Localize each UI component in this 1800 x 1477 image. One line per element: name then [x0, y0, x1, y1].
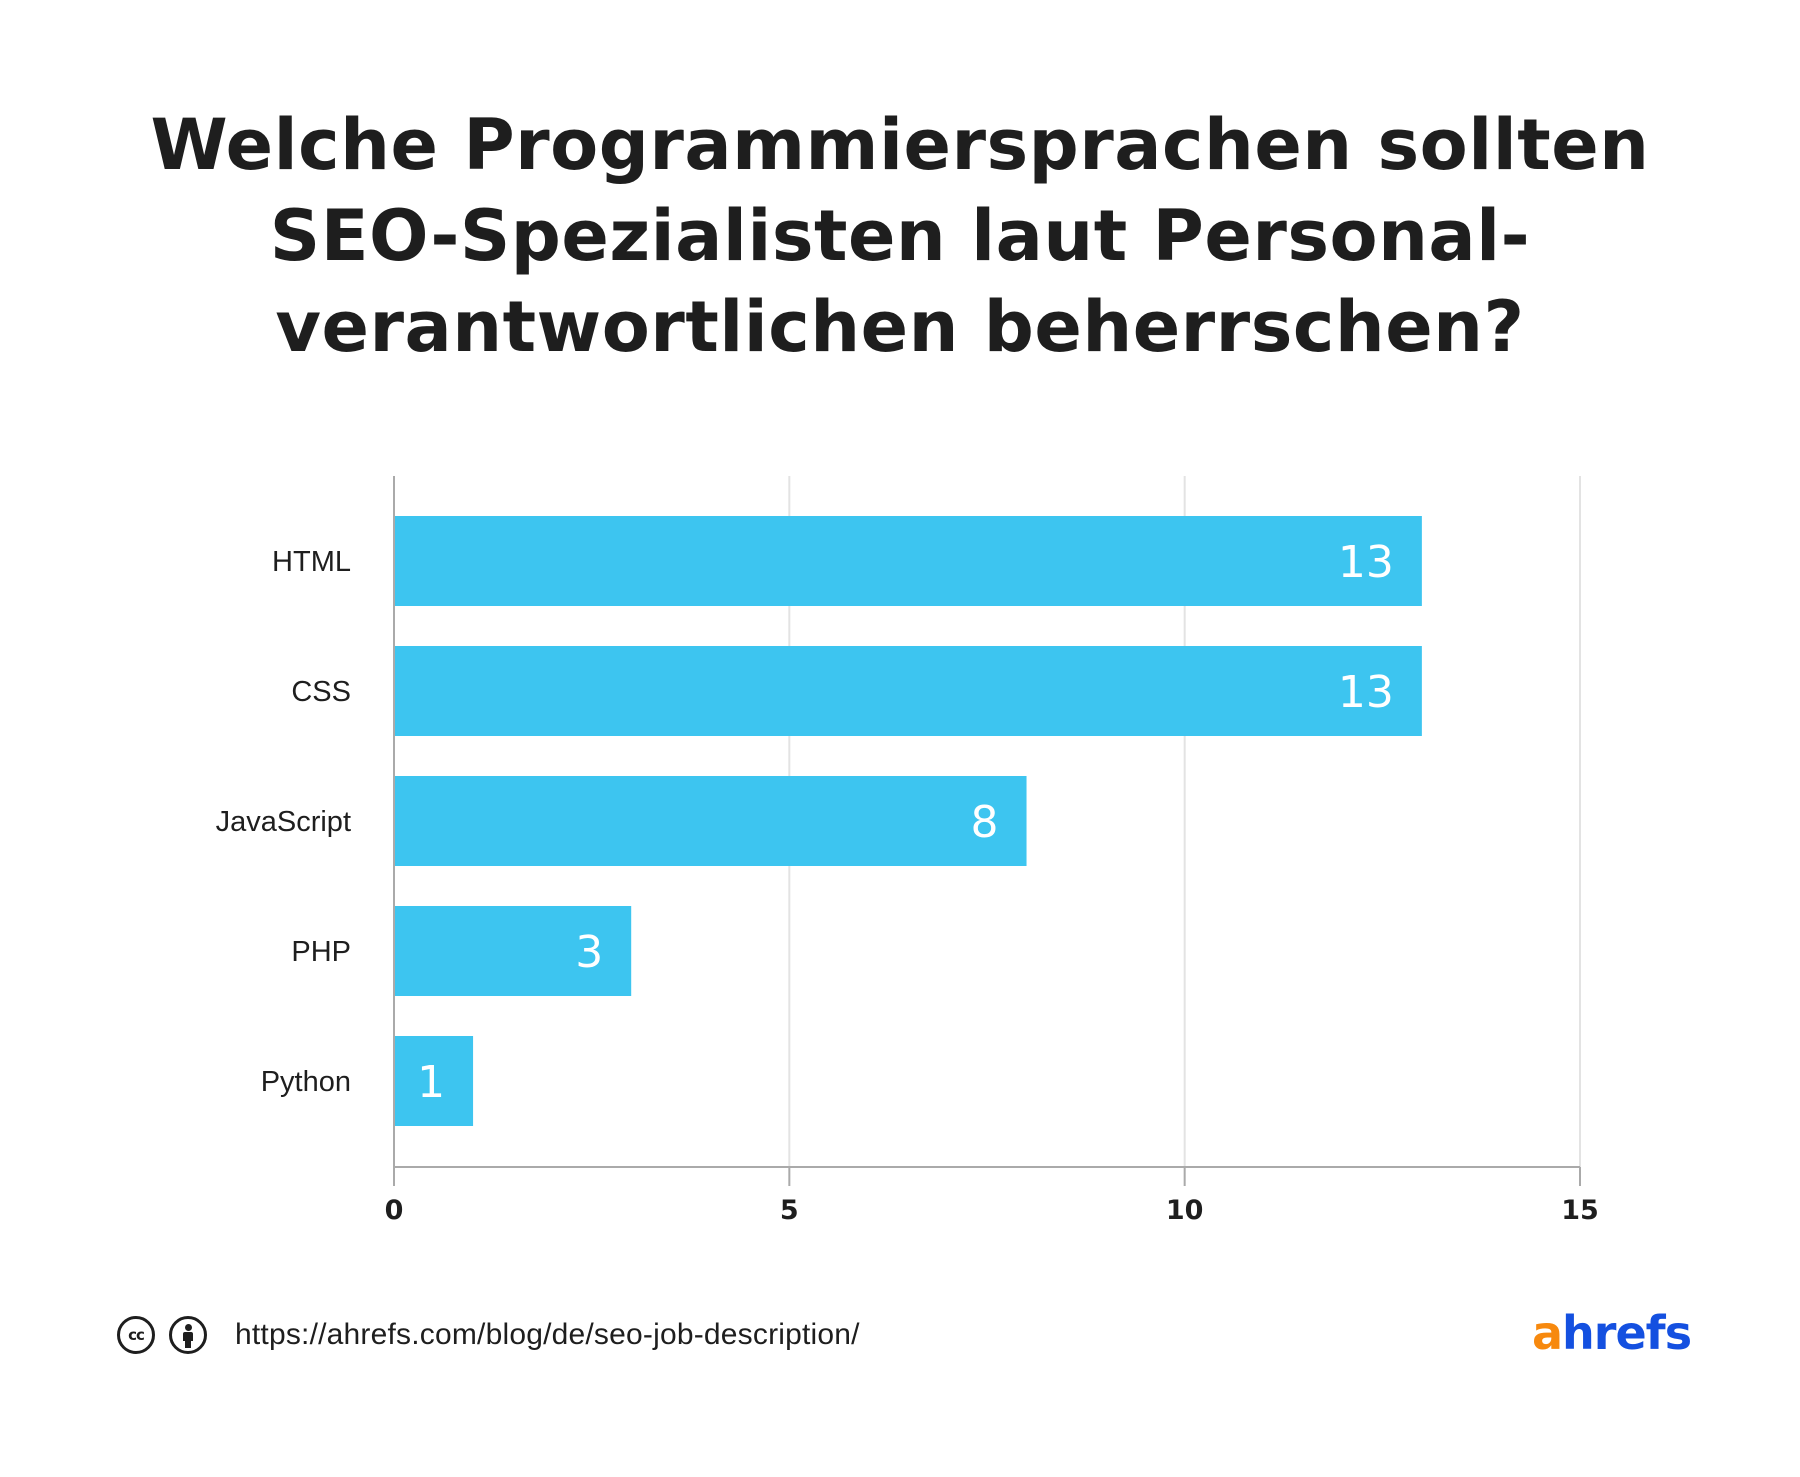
bars — [394, 516, 1422, 1126]
axes — [393, 476, 1581, 1186]
category-label-javascript: JavaScript — [216, 806, 351, 838]
bar-javascript — [394, 776, 1027, 866]
x-tick-label-5: 5 — [780, 1195, 799, 1226]
category-label-css: CSS — [291, 676, 351, 708]
attribution-person-icon — [169, 1316, 207, 1354]
bar-css — [394, 646, 1422, 736]
x-tick-label-10: 10 — [1166, 1195, 1204, 1226]
x-tick-label-0: 0 — [385, 1195, 404, 1226]
ahrefs-logo: ahrefs — [1532, 1306, 1692, 1360]
logo-hrefs: hrefs — [1562, 1306, 1692, 1360]
value-label-html: 13 — [1338, 537, 1394, 588]
logo-letter-a: a — [1532, 1306, 1563, 1360]
bar-php — [394, 906, 632, 996]
cc-icon-text: cc — [128, 1326, 145, 1344]
chart-title: Welche Programmiersprachen sollten SEO-S… — [0, 100, 1800, 373]
value-label-php: 3 — [575, 927, 603, 978]
bar-html — [394, 516, 1422, 606]
bar-python — [394, 1036, 474, 1126]
category-label-php: PHP — [291, 936, 351, 968]
labels: 13 HTML 13 CSS 8 JavaScript 3 PHP 1 Python 0 5 10 15 — [216, 537, 1599, 1226]
title-line-3: verantwortlichen beherrschen? — [275, 286, 1525, 368]
value-label-javascript: 8 — [971, 797, 999, 848]
source-url[interactable]: https://ahrefs.com/blog/de/seo-job-descr… — [235, 1318, 860, 1351]
title-line-1: Welche Programmiersprachen sollten — [150, 104, 1650, 186]
category-label-html: HTML — [272, 546, 351, 578]
x-tick-label-15: 15 — [1561, 1195, 1599, 1226]
category-label-python: Python — [261, 1066, 351, 1098]
value-label-css: 13 — [1338, 667, 1394, 718]
title-line-2: SEO-Spezialisten laut Personal- — [269, 195, 1531, 277]
footer: cc https://ahrefs.com/blog/de/seo-job-de… — [117, 1315, 860, 1355]
value-label-python: 1 — [417, 1057, 445, 1108]
creative-commons-icon: cc — [117, 1316, 155, 1354]
